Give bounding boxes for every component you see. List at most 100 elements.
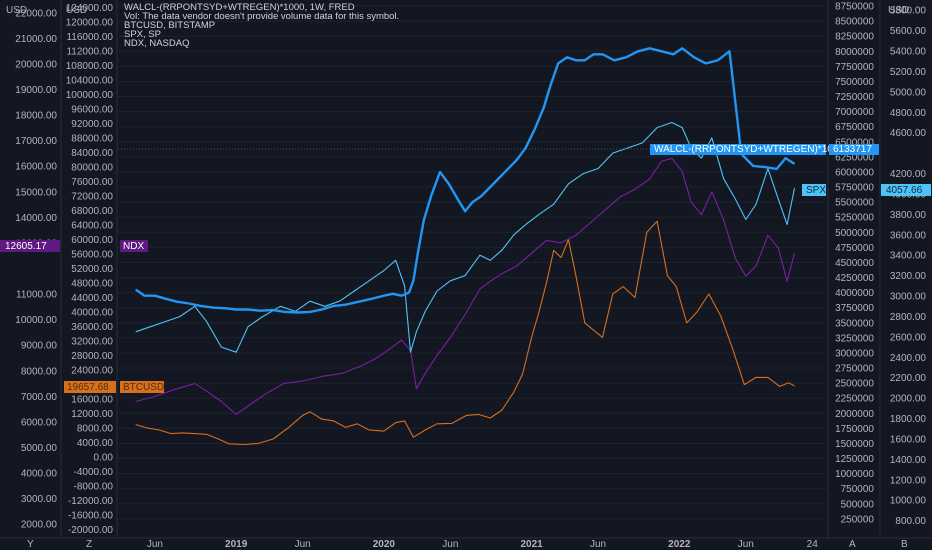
ndx-axis-tick-label: 9000.00	[21, 341, 58, 352]
walcl-axis-tick-label: 3500000	[835, 318, 874, 329]
walcl-axis-tick-label: 5500000	[835, 198, 874, 209]
walcl-axis-tick-label: 5000000	[835, 228, 874, 239]
spx-axis-tick-label: 3200.00	[890, 271, 927, 282]
spx-axis-tick-label: 3600.00	[890, 230, 927, 241]
ndx-axis-tick-label: 20000.00	[15, 59, 57, 70]
time-axis-label: 2022	[668, 539, 691, 550]
btc-axis-tick-label: 88000.00	[71, 133, 113, 144]
time-axis-label: 2019	[225, 539, 248, 550]
time-axis-label: 24	[807, 539, 819, 550]
walcl-axis-tick-label: 4500000	[835, 258, 874, 269]
walcl-axis-tick-label: 6750000	[835, 122, 874, 133]
spx-axis-tick-label: 2200.00	[890, 373, 927, 384]
ndx-axis-tick-label: 5000.00	[21, 443, 58, 454]
walcl-axis-tick-label: 4750000	[835, 243, 874, 254]
btc-axis-tick-label: 116000.00	[66, 32, 113, 43]
walcl-axis-tick-label: 7750000	[835, 62, 874, 73]
spx-axis-tick-label: 1800.00	[890, 414, 927, 425]
btc-axis-tick-label: 40000.00	[71, 308, 113, 319]
walcl-axis-tick-label: 3250000	[835, 333, 874, 344]
time-axis-label: Jun	[442, 539, 458, 550]
walcl-axis-tick-label: 7500000	[835, 77, 874, 88]
spx-axis-tick-label: 5200.00	[890, 67, 927, 78]
walcl-value-tag: 6133717	[829, 144, 879, 155]
btc-axis-tick-label: 0.00	[94, 453, 114, 464]
btc-axis-tick-label: 24000.00	[71, 366, 113, 377]
ndx-axis-tick-label: 21000.00	[15, 34, 57, 45]
btc-last-value: 19657.68	[67, 382, 109, 393]
walcl-axis-tick-label: 3750000	[835, 303, 874, 314]
btc-axis-tick-label: -4000.00	[74, 467, 114, 478]
btc-axis-tick-label: 44000.00	[71, 293, 113, 304]
btc-axis-tick-label: 124000.00	[66, 3, 114, 14]
walcl-axis-tick-label: 7000000	[835, 107, 874, 118]
ndx-axis-tick-label: 10000.00	[15, 315, 57, 326]
btc-axis-tick-label: -12000.00	[68, 496, 113, 507]
ndx-axis-tick-label: 7000.00	[21, 392, 58, 403]
btc-axis-tick-label: 108000.00	[66, 61, 114, 72]
btc-axis-tick-label: 104000.00	[66, 75, 114, 86]
spx-axis-tick-label: 4600.00	[890, 128, 927, 139]
walcl-last-value: 6133717	[833, 144, 872, 155]
btc-axis-tick-label: -8000.00	[74, 482, 114, 493]
spx-axis-tick-label: 5400.00	[890, 47, 927, 58]
corner-button-y[interactable]: Y	[27, 539, 34, 550]
btc-name-tag: BTCUSD	[120, 381, 164, 393]
btc-axis-tick-label: 72000.00	[71, 191, 113, 202]
walcl-axis-tick-label: 4250000	[835, 273, 874, 284]
walcl-axis-tick-label: 4000000	[835, 288, 874, 299]
walcl-axis-tick-label: 1500000	[835, 439, 874, 450]
spx-axis-tick-label: 3800.00	[890, 210, 927, 221]
corner-button-b[interactable]: B	[901, 539, 908, 550]
walcl-axis-tick-label: 1250000	[835, 454, 874, 465]
ndx-axis-tick-label: 8000.00	[21, 366, 58, 377]
btc-axis-tick-label: 28000.00	[71, 351, 113, 362]
time-axis-label: Jun	[147, 539, 163, 550]
walcl-axis-tick-label: 6000000	[835, 167, 874, 178]
walcl-value-axis[interactable]: 8750000 8500000 8250000 8000000 7750000 75000…	[835, 2, 874, 526]
walcl-axis-tick-label: 2250000	[835, 394, 874, 405]
walcl-axis-tick-label: 8250000	[835, 32, 874, 43]
walcl-axis-tick-label: 7250000	[835, 92, 874, 103]
ndx-axis-tick-label: 17000.00	[15, 136, 57, 147]
time-axis-label: 2020	[373, 539, 396, 550]
ndx-axis-tick-label: 15000.00	[15, 187, 57, 198]
spx-axis-tick-label: 1000.00	[890, 496, 927, 507]
btc-axis-tick-label: 64000.00	[71, 220, 113, 231]
ndx-axis-tick-label: 6000.00	[21, 417, 58, 428]
btc-axis-tick-label: 112000.00	[66, 46, 113, 57]
walcl-axis-tick-label: 750000	[841, 484, 875, 495]
spx-axis-tick-label: 1400.00	[890, 455, 927, 466]
time-axis-label: Jun	[295, 539, 311, 550]
time-axis-label: Jun	[590, 539, 606, 550]
legend-ndx[interactable]: NDX, NASDAQ	[124, 38, 189, 49]
ndx-axis-tick-label: 18000.00	[15, 111, 57, 122]
spx-axis-tick-label: 5000.00	[890, 87, 927, 98]
spx-axis-tick-label: 3400.00	[890, 251, 927, 262]
ndx-name-tag: NDX	[120, 240, 148, 252]
walcl-axis-tick-label: 8000000	[835, 47, 874, 58]
spx-axis-tick-label: 2600.00	[890, 332, 927, 343]
btc-axis-tick-label: 84000.00	[71, 148, 113, 159]
ndx-axis-tick-label: 14000.00	[15, 213, 57, 224]
spx-name-tag: SPX	[802, 184, 826, 196]
btc-axis-tick-label: 16000.00	[71, 395, 113, 406]
walcl-axis-tick-label: 250000	[841, 514, 875, 525]
spx-axis-tick-label: 4200.00	[890, 169, 927, 180]
walcl-axis-tick-label: 1750000	[835, 424, 874, 435]
spx-name-label: SPX	[806, 185, 826, 196]
corner-button-a[interactable]: A	[849, 539, 856, 550]
walcl-name-label: WALCL-(RRPONTSYD+WTREGEN)*1000	[654, 144, 844, 155]
spx-axis-tick-label: 1600.00	[890, 434, 927, 445]
spx-axis-tick-label: 5600.00	[890, 26, 927, 37]
btc-axis-tick-label: -20000.00	[68, 525, 113, 536]
walcl-axis-tick-label: 8500000	[835, 17, 874, 28]
btc-name-label: BTCUSD	[123, 382, 164, 393]
spx-axis-tick-label: 2800.00	[890, 312, 927, 323]
btc-axis-tick-label: 96000.00	[71, 104, 113, 115]
btc-axis-tick-label: 32000.00	[71, 337, 113, 348]
btc-axis-tick-label: 52000.00	[71, 264, 113, 275]
spx-axis-tick-label: 800.00	[895, 516, 926, 527]
spx-axis-tick-label: 1200.00	[890, 475, 927, 486]
corner-button-z[interactable]: Z	[86, 539, 92, 550]
